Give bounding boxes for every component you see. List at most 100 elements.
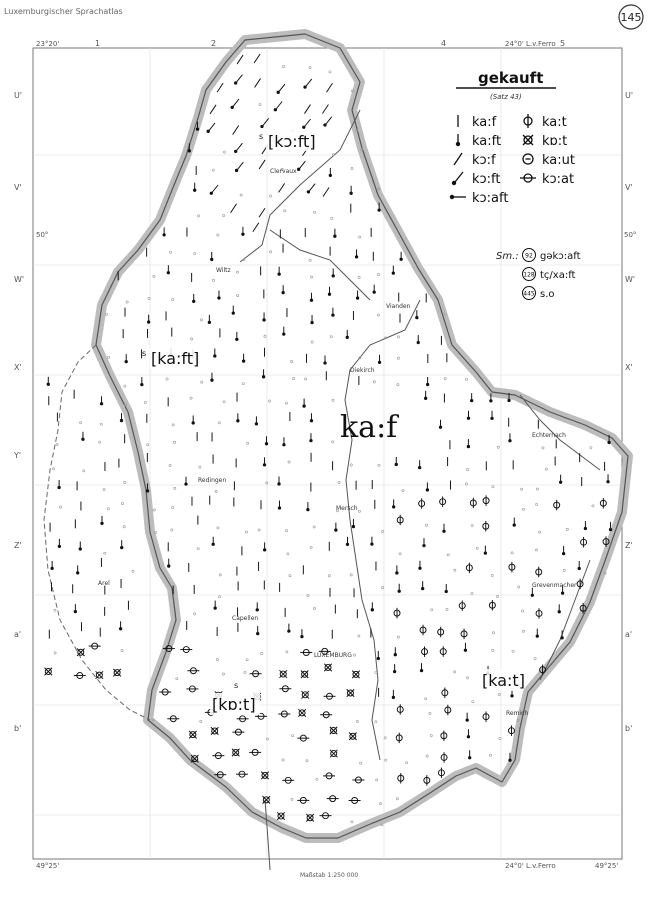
map-point-dot: [223, 150, 226, 154]
map-point-dot: [215, 658, 219, 661]
row-label-left-3: X': [14, 363, 22, 372]
map-point: [282, 326, 286, 336]
map-point-dot: [511, 649, 515, 653]
map-point: [320, 711, 333, 719]
map-point-dot: [330, 216, 334, 220]
map-point-dot: [453, 670, 457, 674]
map-point: [354, 249, 359, 259]
map-point: [329, 749, 338, 758]
map-point: [262, 542, 267, 552]
map-point: [44, 667, 53, 676]
map-point-dot: [193, 252, 197, 256]
place-redingen: Redingen: [198, 477, 226, 484]
map-point: [262, 457, 267, 467]
map-point-dot: [396, 356, 400, 360]
map-point-dot: [445, 608, 449, 611]
row-label-right-0: U': [625, 91, 633, 100]
row-label-right-5: Z': [625, 541, 633, 550]
map-point: [558, 474, 563, 484]
map-point: [602, 536, 610, 547]
lat-bottom-left: 49°25': [36, 862, 59, 870]
map-point: [309, 433, 313, 443]
map-point: [258, 159, 266, 170]
map-point: [466, 410, 471, 420]
map-point-dot: [375, 778, 379, 782]
map-point-dot: [536, 487, 539, 491]
map-point: [124, 354, 128, 364]
map-point: [81, 431, 85, 441]
map-point-dot: [337, 481, 341, 484]
map-point: [78, 541, 82, 551]
map-point-dot: [521, 629, 525, 633]
map-point: [260, 771, 270, 780]
map-point: [583, 520, 588, 531]
map-point: [490, 410, 494, 421]
map-point-dot: [350, 820, 354, 824]
map-point: [301, 690, 310, 699]
map-point: [560, 585, 565, 595]
map-point-dot: [197, 214, 200, 218]
map-point-dot: [520, 487, 524, 491]
place-wiltz: Wiltz: [216, 267, 231, 274]
map-point-dot: [541, 446, 545, 450]
map-point-dot: [131, 569, 135, 573]
map-point-dot: [379, 802, 382, 806]
map-point-dot: [430, 608, 434, 612]
row-label-left-0: U': [14, 91, 22, 100]
map-point: [186, 685, 199, 693]
map-point-dot: [357, 634, 361, 638]
map-point: [557, 604, 561, 614]
map-point-dot: [405, 761, 409, 765]
map-point: [273, 101, 283, 112]
map-point-dot: [308, 258, 312, 262]
map-point: [254, 78, 261, 88]
map-point-dot: [292, 377, 296, 380]
map-point-dot: [287, 460, 291, 464]
map-point: [310, 315, 314, 325]
map-point: [488, 600, 496, 611]
map-point: [331, 268, 335, 278]
place-echternach: Echternach: [532, 432, 566, 439]
row-label-right-1: V': [625, 183, 633, 192]
map-point-dot: [104, 312, 108, 316]
map-point: [193, 182, 197, 192]
map-point: [282, 437, 286, 447]
map-point-dot: [331, 398, 335, 402]
map-point: [300, 629, 304, 639]
map-point-dot: [313, 211, 316, 214]
row-label-left-5: Z': [14, 541, 22, 550]
map-point: [322, 104, 329, 114]
map-point: [210, 372, 214, 382]
legend-item-7: ka:ut: [522, 153, 575, 168]
label-southwest-kot: [kɒ:t]: [212, 695, 256, 714]
map-point: [210, 251, 214, 262]
map-point-dot: [425, 523, 428, 527]
map-point-dot: [211, 168, 215, 172]
map-point: [145, 483, 150, 493]
map-point-dot: [124, 403, 127, 407]
lat-50-left: 50°: [36, 231, 48, 239]
map-point: [607, 434, 611, 445]
legend-item-5: ka:t: [523, 114, 567, 130]
map-point-dot: [603, 571, 607, 575]
map-point: [278, 183, 286, 193]
map-point-dot: [535, 548, 538, 552]
map-point-dot: [173, 440, 176, 444]
map-point: [334, 522, 338, 532]
map-point-dot: [446, 553, 450, 557]
map-point: [255, 712, 268, 720]
legend-item-label-0: ka:f: [472, 115, 497, 130]
map-point: [277, 476, 281, 486]
map-point: [460, 628, 468, 640]
label-southeast-box: [ka:t]: [480, 669, 525, 691]
map-point: [421, 646, 429, 657]
map-point-dot: [517, 585, 521, 589]
map-point: [100, 515, 104, 526]
map-point-dot: [200, 318, 203, 322]
map-point: [507, 725, 515, 736]
map-point: [377, 202, 381, 212]
map-point-dot: [310, 340, 314, 344]
map-point-dot: [442, 313, 446, 317]
map-point-dot: [521, 507, 525, 511]
map-point-dot: [236, 270, 239, 274]
